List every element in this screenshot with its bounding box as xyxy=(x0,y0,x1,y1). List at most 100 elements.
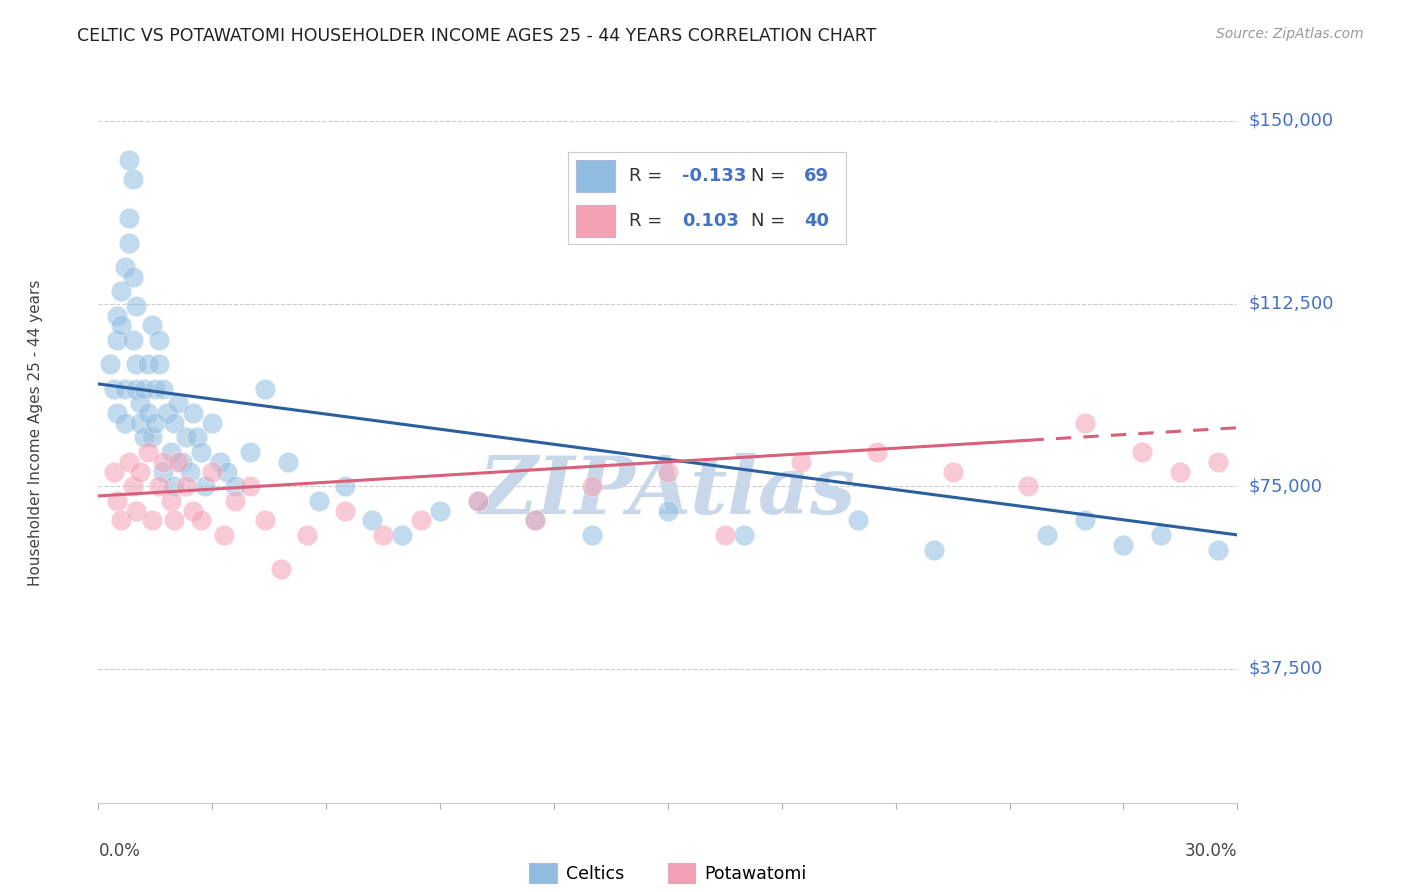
Point xyxy=(148,479,170,493)
Point xyxy=(148,358,170,372)
Point xyxy=(217,465,239,479)
Point xyxy=(132,382,155,396)
Text: 0.103: 0.103 xyxy=(682,211,738,230)
Point xyxy=(121,333,143,347)
Point xyxy=(429,503,451,517)
Point xyxy=(145,416,167,430)
Text: R =: R = xyxy=(628,168,668,186)
Point xyxy=(129,465,152,479)
Point xyxy=(212,528,235,542)
Point xyxy=(118,211,141,226)
Point xyxy=(114,416,136,430)
Bar xyxy=(576,204,616,237)
Point xyxy=(1132,445,1154,459)
Text: $150,000: $150,000 xyxy=(1249,112,1333,130)
Text: N =: N = xyxy=(751,211,792,230)
Point xyxy=(129,416,152,430)
Text: -0.133: -0.133 xyxy=(682,168,747,186)
Point xyxy=(846,513,869,527)
Point xyxy=(1208,455,1230,469)
Point xyxy=(581,479,603,493)
Point xyxy=(335,479,357,493)
Point xyxy=(107,493,129,508)
Point xyxy=(159,445,181,459)
Point xyxy=(107,406,129,420)
Point xyxy=(163,513,186,527)
Point xyxy=(98,358,121,372)
Point xyxy=(467,493,489,508)
Point xyxy=(114,260,136,274)
Point xyxy=(657,465,679,479)
Point xyxy=(183,503,205,517)
Point xyxy=(922,542,945,557)
Point xyxy=(110,513,132,527)
Point xyxy=(224,479,246,493)
Point xyxy=(657,503,679,517)
Point xyxy=(136,406,159,420)
Text: 0.0%: 0.0% xyxy=(98,842,141,860)
Point xyxy=(1208,542,1230,557)
Point xyxy=(1036,528,1059,542)
Text: 30.0%: 30.0% xyxy=(1185,842,1237,860)
Point xyxy=(186,430,208,444)
Point xyxy=(1112,538,1135,552)
Point xyxy=(190,445,212,459)
Point xyxy=(167,455,190,469)
Point xyxy=(156,406,179,420)
Text: $112,500: $112,500 xyxy=(1249,294,1334,312)
Point xyxy=(371,528,394,542)
Point xyxy=(179,465,201,479)
Point xyxy=(524,513,547,527)
Point xyxy=(194,479,217,493)
Point xyxy=(136,358,159,372)
Point xyxy=(145,382,167,396)
Text: N =: N = xyxy=(751,168,792,186)
Point xyxy=(141,513,163,527)
Point xyxy=(114,382,136,396)
Point xyxy=(159,493,181,508)
Point xyxy=(308,493,330,508)
Point xyxy=(239,479,262,493)
Text: $37,500: $37,500 xyxy=(1249,660,1323,678)
Point xyxy=(141,430,163,444)
Point xyxy=(270,562,292,576)
Point xyxy=(201,465,224,479)
Text: Householder Income Ages 25 - 44 years: Householder Income Ages 25 - 44 years xyxy=(28,279,44,586)
Point xyxy=(208,455,231,469)
Point xyxy=(170,455,193,469)
Point xyxy=(148,333,170,347)
Point xyxy=(110,318,132,333)
Point xyxy=(277,455,299,469)
Point xyxy=(152,455,174,469)
Point xyxy=(110,285,132,299)
Point xyxy=(125,299,148,313)
Point xyxy=(163,416,186,430)
Text: $75,000: $75,000 xyxy=(1249,477,1323,495)
Point xyxy=(239,445,262,459)
Point xyxy=(581,528,603,542)
Point xyxy=(942,465,965,479)
Text: 40: 40 xyxy=(804,211,830,230)
Point xyxy=(1074,513,1097,527)
Point xyxy=(190,513,212,527)
Point xyxy=(152,465,174,479)
Point xyxy=(125,358,148,372)
Point xyxy=(121,172,143,186)
Point xyxy=(224,493,246,508)
Point xyxy=(129,396,152,410)
Point xyxy=(467,493,489,508)
Point xyxy=(118,153,141,167)
Point xyxy=(524,513,547,527)
Point xyxy=(103,382,125,396)
Point xyxy=(174,430,197,444)
Text: CELTIC VS POTAWATOMI HOUSEHOLDER INCOME AGES 25 - 44 YEARS CORRELATION CHART: CELTIC VS POTAWATOMI HOUSEHOLDER INCOME … xyxy=(77,27,877,45)
Text: ZIPAtlas: ZIPAtlas xyxy=(479,453,856,531)
Legend: Celtics, Potawatomi: Celtics, Potawatomi xyxy=(523,856,813,890)
Point xyxy=(132,430,155,444)
Point xyxy=(107,309,129,323)
Text: Source: ZipAtlas.com: Source: ZipAtlas.com xyxy=(1216,27,1364,41)
Point xyxy=(152,382,174,396)
Point xyxy=(733,528,755,542)
Point xyxy=(118,235,141,250)
Point xyxy=(174,479,197,493)
